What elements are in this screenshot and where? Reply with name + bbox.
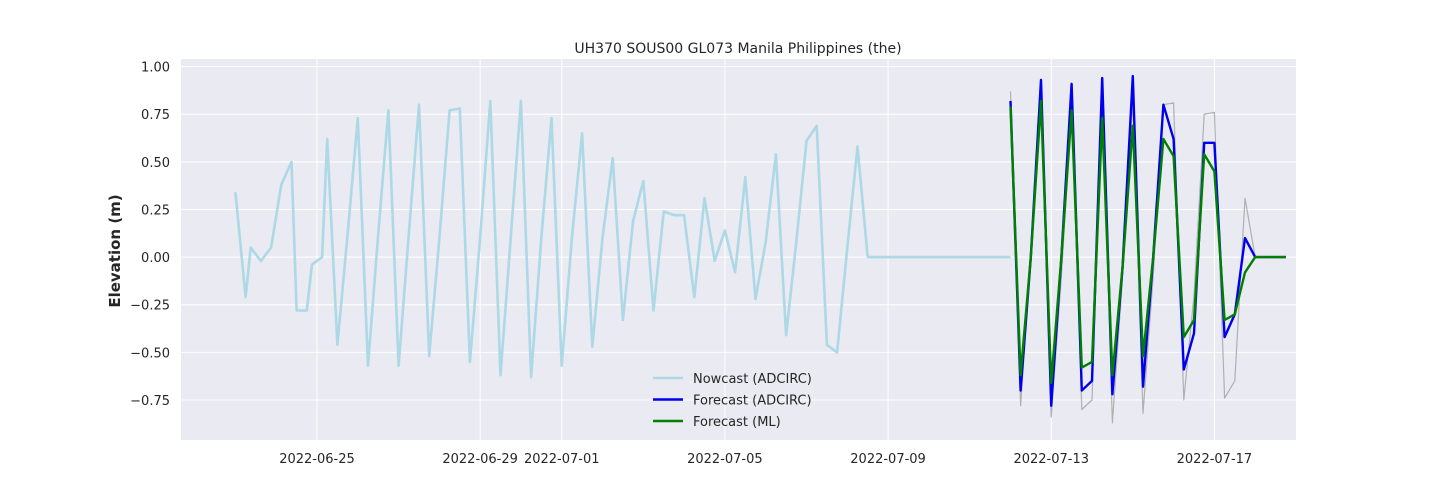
legend-label: Forecast (ML) bbox=[693, 415, 781, 430]
y-tick-label: −0.75 bbox=[130, 394, 170, 409]
y-tick-label: −0.50 bbox=[130, 346, 170, 361]
y-tick-label: 0.75 bbox=[141, 108, 170, 123]
y-tick-label: 0.25 bbox=[141, 203, 170, 218]
x-tick-label: 2022-07-05 bbox=[687, 452, 763, 467]
y-tick-label: 0.00 bbox=[141, 251, 170, 266]
series-line-forecast-ml bbox=[1009, 99, 1286, 385]
y-tick-label: 0.50 bbox=[141, 156, 170, 171]
y-axis-label: Elevation (m) bbox=[106, 194, 124, 307]
x-tick-label: 2022-06-25 bbox=[279, 452, 355, 467]
x-tick-labels: 2022-06-25 2022-06-29 2022-07-01 2022-07-05… bbox=[279, 452, 1252, 467]
series-lines bbox=[234, 74, 1286, 424]
x-tick-label: 2022-06-29 bbox=[442, 452, 518, 467]
x-tick-label: 2022-07-01 bbox=[524, 452, 600, 467]
y-tick-label: 1.00 bbox=[141, 61, 170, 76]
x-tick-label: 2022-07-13 bbox=[1013, 452, 1089, 467]
y-tick-labels: 1.00 0.75 0.50 0.25 0.00 −0.25 −0.50 −0.75 bbox=[130, 61, 170, 409]
y-tick-label: −0.25 bbox=[130, 299, 170, 314]
x-tick-label: 2022-07-17 bbox=[1177, 452, 1253, 467]
legend: Nowcast (ADCIRC) Forecast (ADCIRC) Forecas… bbox=[653, 372, 812, 430]
legend-label: Nowcast (ADCIRC) bbox=[693, 372, 812, 387]
series-line-nowcast-adcirc bbox=[234, 99, 1011, 379]
legend-label: Forecast (ADCIRC) bbox=[693, 394, 812, 409]
x-tick-label: 2022-07-09 bbox=[850, 452, 926, 467]
chart-title: UH370 SOUS00 GL073 Manila Philippines (t… bbox=[574, 41, 901, 57]
